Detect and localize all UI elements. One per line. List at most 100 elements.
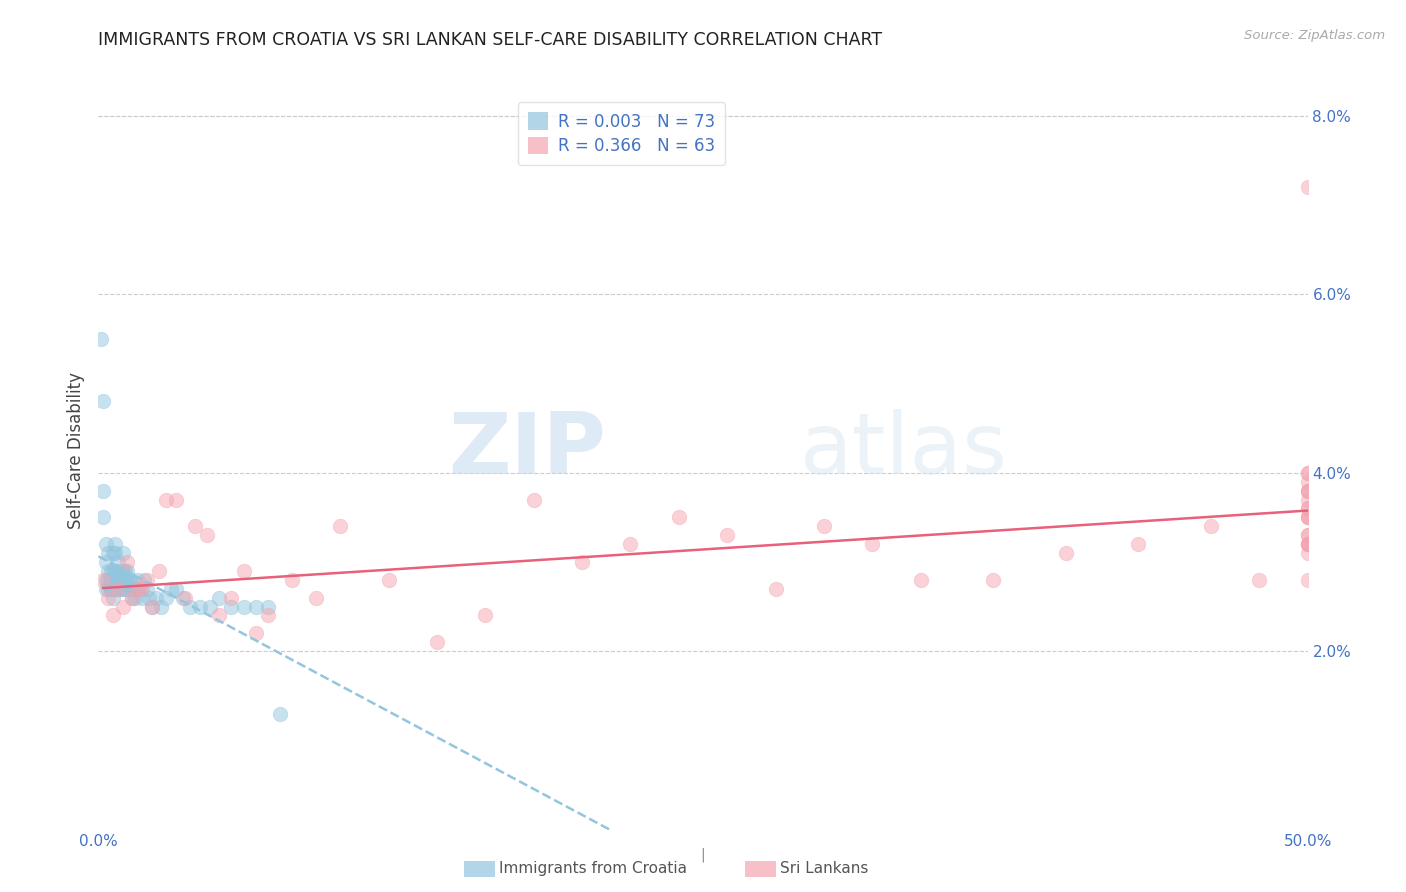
- Point: [860, 537, 883, 551]
- Point: [1296, 501, 1319, 516]
- Text: Sri Lankans: Sri Lankans: [780, 862, 869, 876]
- Point: [128, 582, 150, 596]
- Point: [134, 573, 156, 587]
- Point: [104, 546, 127, 560]
- Point: [94, 555, 117, 569]
- Point: [256, 608, 278, 623]
- Point: [269, 706, 291, 721]
- Point: [245, 626, 267, 640]
- Point: [1296, 573, 1319, 587]
- Point: [114, 573, 136, 587]
- Point: [1296, 483, 1319, 498]
- Text: ZIP: ZIP: [449, 409, 606, 492]
- Point: [221, 599, 243, 614]
- Point: [104, 564, 127, 578]
- Point: [145, 591, 167, 605]
- Point: [619, 537, 641, 551]
- Point: [329, 519, 352, 533]
- Point: [101, 582, 124, 596]
- Point: [127, 582, 149, 596]
- Point: [107, 582, 129, 596]
- Point: [100, 582, 122, 596]
- Point: [111, 573, 134, 587]
- Point: [1296, 501, 1319, 516]
- Point: [90, 332, 112, 346]
- Point: [100, 573, 122, 587]
- Point: [135, 573, 157, 587]
- Point: [232, 564, 254, 578]
- Point: [108, 582, 131, 596]
- Point: [107, 582, 129, 596]
- Point: [107, 555, 129, 569]
- Point: [91, 483, 114, 498]
- Point: [1296, 528, 1319, 542]
- Point: [1296, 537, 1319, 551]
- Point: [118, 582, 141, 596]
- Point: [101, 546, 124, 560]
- Point: [107, 564, 129, 578]
- Point: [94, 573, 117, 587]
- Point: [198, 599, 221, 614]
- Point: [1249, 573, 1271, 587]
- Point: [813, 519, 835, 533]
- Text: Immigrants from Croatia: Immigrants from Croatia: [499, 862, 688, 876]
- Point: [118, 573, 141, 587]
- Point: [150, 599, 173, 614]
- Point: [305, 591, 328, 605]
- Point: [1296, 510, 1319, 524]
- Point: [165, 492, 187, 507]
- Point: [100, 582, 122, 596]
- Point: [160, 582, 183, 596]
- Point: [1296, 483, 1319, 498]
- Point: [1296, 528, 1319, 542]
- Y-axis label: Self-Care Disability: Self-Care Disability: [66, 372, 84, 529]
- Point: [124, 591, 146, 605]
- Point: [94, 582, 117, 596]
- Point: [117, 555, 139, 569]
- Point: [1296, 492, 1319, 507]
- Point: [1296, 546, 1319, 560]
- Point: [1296, 475, 1319, 489]
- Point: [1296, 483, 1319, 498]
- Point: [474, 608, 496, 623]
- Point: [155, 591, 177, 605]
- Point: [377, 573, 399, 587]
- Point: [94, 537, 117, 551]
- Point: [571, 555, 593, 569]
- Point: [1199, 519, 1222, 533]
- Point: [101, 608, 124, 623]
- Point: [97, 573, 120, 587]
- Point: [127, 573, 149, 587]
- Point: [716, 528, 738, 542]
- Text: Source: ZipAtlas.com: Source: ZipAtlas.com: [1244, 29, 1385, 42]
- Point: [97, 564, 120, 578]
- Point: [91, 510, 114, 524]
- Point: [208, 591, 231, 605]
- Point: [100, 564, 122, 578]
- Point: [765, 582, 787, 596]
- Point: [107, 573, 129, 587]
- Point: [668, 510, 690, 524]
- Point: [141, 599, 163, 614]
- Point: [114, 582, 136, 596]
- Point: [101, 573, 124, 587]
- Point: [108, 573, 131, 587]
- Text: atlas: atlas: [800, 409, 1008, 492]
- Point: [97, 591, 120, 605]
- Point: [256, 599, 278, 614]
- Point: [208, 608, 231, 623]
- Point: [91, 394, 114, 409]
- Point: [232, 599, 254, 614]
- Point: [221, 591, 243, 605]
- Point: [1296, 537, 1319, 551]
- Point: [101, 591, 124, 605]
- Point: [104, 582, 127, 596]
- Point: [1296, 510, 1319, 524]
- Point: [179, 599, 201, 614]
- Point: [118, 573, 141, 587]
- Point: [100, 573, 122, 587]
- Point: [172, 591, 194, 605]
- Point: [426, 635, 449, 649]
- Point: [245, 599, 267, 614]
- Point: [281, 573, 304, 587]
